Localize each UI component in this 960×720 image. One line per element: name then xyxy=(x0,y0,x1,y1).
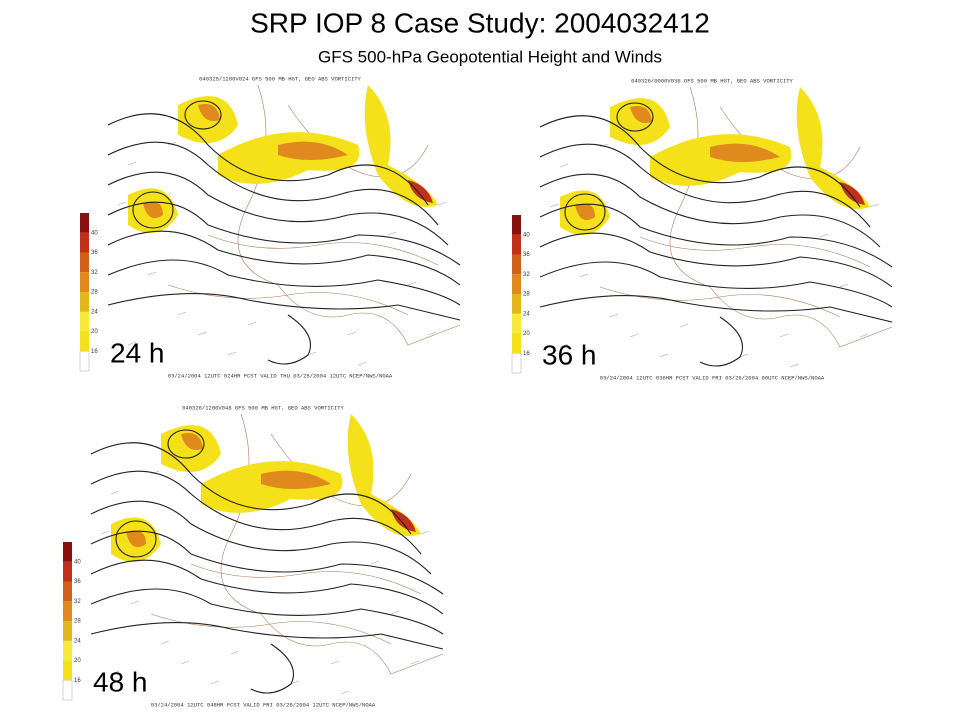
map-header: 040326/0000V036 GFS 500 MB HGT, GEO ABS … xyxy=(631,77,793,84)
map xyxy=(539,86,893,380)
colorbar-tick-label: 40 xyxy=(74,559,81,565)
map-panel: 040325/1200V024 GFS 500 MB HGT, GEO ABS … xyxy=(79,75,461,379)
colorbar-segment xyxy=(79,351,90,372)
colorbar-tick-label: 16 xyxy=(523,351,530,357)
colorbar-segment xyxy=(512,234,521,255)
colorbar-tick-label: 28 xyxy=(74,619,81,625)
forecast-hour-label: 36 h xyxy=(542,339,597,370)
colorbar-segment xyxy=(512,215,521,235)
colorbar-segment xyxy=(511,353,522,374)
colorbar-segment xyxy=(512,254,521,275)
slide-title: SRP IOP 8 Case Study: 2004032412 xyxy=(250,7,710,38)
colorbar-segment xyxy=(512,313,521,334)
colorbar-segment xyxy=(63,601,72,621)
colorbar-tick-label: 24 xyxy=(523,311,530,317)
map-panel: 040326/0000V036 GFS 500 MB HGT, GEO ABS … xyxy=(511,77,893,381)
colorbar-tick-label: 24 xyxy=(91,309,98,315)
colorbar-segment xyxy=(80,292,89,312)
colorbar-segment xyxy=(80,252,89,273)
map-header: 040326/1200V048 GFS 500 MB HGT, GEO ABS … xyxy=(182,404,344,411)
slide-subtitle: GFS 500-hPa Geopotential Height and Wind… xyxy=(318,47,662,66)
colorbar-segment xyxy=(63,640,72,661)
colorbar-segment xyxy=(512,274,521,294)
colorbar-tick-label: 28 xyxy=(523,292,530,298)
colorbar-tick-label: 40 xyxy=(523,232,530,238)
colorbar-segment xyxy=(80,311,89,332)
forecast-hour-label: 48 h xyxy=(93,666,148,697)
colorbar-tick-label: 32 xyxy=(74,599,81,605)
map-panel: 040326/1200V048 GFS 500 MB HGT, GEO ABS … xyxy=(62,404,444,708)
colorbar-segment xyxy=(62,680,73,701)
colorbar-tick-label: 36 xyxy=(91,250,98,256)
colorbar-tick-label: 16 xyxy=(91,349,98,355)
colorbar-tick-label: 24 xyxy=(74,638,81,644)
panels: 040325/1200V024 GFS 500 MB HGT, GEO ABS … xyxy=(62,75,893,708)
map-footer: 03/24/2004 12UTC 048HR FCST VALID FRI 03… xyxy=(151,701,376,708)
colorbar-tick-label: 20 xyxy=(523,331,530,337)
colorbar-segment xyxy=(512,294,521,314)
colorbar-tick-label: 16 xyxy=(74,678,81,684)
colorbar-segment xyxy=(63,542,72,562)
map xyxy=(107,84,461,378)
map-header: 040325/1200V024 GFS 500 MB HGT, GEO ABS … xyxy=(199,75,361,82)
colorbar-segment xyxy=(80,331,89,352)
colorbar-segment xyxy=(80,213,89,233)
colorbar-tick-label: 28 xyxy=(91,290,98,296)
colorbar-tick-label: 32 xyxy=(523,272,530,278)
colorbar-tick-label: 36 xyxy=(523,252,530,258)
map xyxy=(90,413,444,707)
colorbar-segment xyxy=(512,333,521,354)
colorbar-segment xyxy=(63,581,72,602)
colorbar-segment xyxy=(63,621,72,641)
map-footer: 03/24/2004 12UTC 036HR FCST VALID FRI 03… xyxy=(600,374,825,381)
colorbar-tick-label: 36 xyxy=(74,579,81,585)
forecast-hour-label: 24 h xyxy=(110,337,165,368)
colorbar-segment xyxy=(80,272,89,292)
colorbar-tick-label: 20 xyxy=(91,329,98,335)
colorbar-segment xyxy=(80,232,89,253)
map-footer: 03/24/2004 12UTC 024HR FCST VALID THU 03… xyxy=(168,372,393,379)
colorbar-segment xyxy=(63,660,72,681)
colorbar-tick-label: 32 xyxy=(91,270,98,276)
colorbar-segment xyxy=(63,561,72,582)
colorbar-tick-label: 20 xyxy=(74,658,81,664)
colorbar-tick-label: 40 xyxy=(91,230,98,236)
